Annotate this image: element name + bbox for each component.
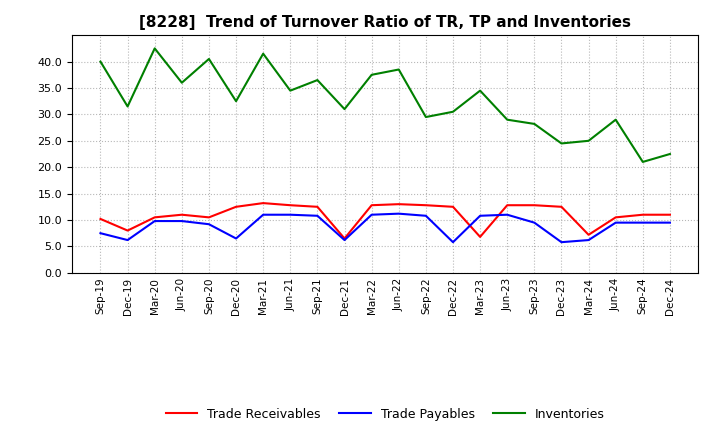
Trade Receivables [449,204,457,209]
Inventories [367,72,376,77]
Inventories [421,114,430,120]
Trade Receivables [204,215,213,220]
Inventories [96,59,105,64]
Trade Receivables [96,216,105,222]
Trade Receivables [367,202,376,208]
Inventories [449,109,457,114]
Title: [8228]  Trend of Turnover Ratio of TR, TP and Inventories: [8228] Trend of Turnover Ratio of TR, TP… [139,15,631,30]
Line: Trade Receivables: Trade Receivables [101,203,670,238]
Inventories [313,77,322,83]
Inventories [584,138,593,143]
Trade Payables [259,212,268,217]
Trade Payables [476,213,485,218]
Legend: Trade Receivables, Trade Payables, Inventories: Trade Receivables, Trade Payables, Inven… [161,403,610,425]
Inventories [259,51,268,56]
Inventories [150,46,159,51]
Trade Payables [557,239,566,245]
Trade Payables [367,212,376,217]
Trade Receivables [503,202,511,208]
Inventories [341,106,349,112]
Trade Payables [421,213,430,218]
Trade Receivables [313,204,322,209]
Trade Receivables [665,212,674,217]
Trade Receivables [530,202,539,208]
Trade Receivables [421,202,430,208]
Trade Payables [584,238,593,243]
Trade Receivables [395,202,403,207]
Trade Payables [178,218,186,224]
Trade Receivables [259,201,268,206]
Inventories [665,151,674,157]
Trade Payables [395,211,403,216]
Inventories [123,104,132,109]
Trade Payables [232,236,240,241]
Line: Trade Payables: Trade Payables [101,214,670,242]
Trade Receivables [341,236,349,241]
Trade Receivables [286,202,294,208]
Trade Payables [611,220,620,225]
Trade Receivables [123,228,132,233]
Trade Receivables [639,212,647,217]
Trade Receivables [611,215,620,220]
Trade Payables [123,238,132,243]
Inventories [611,117,620,122]
Trade Payables [204,222,213,227]
Trade Payables [639,220,647,225]
Trade Payables [313,213,322,218]
Line: Inventories: Inventories [101,48,670,162]
Trade Receivables [557,204,566,209]
Trade Receivables [232,204,240,209]
Trade Payables [341,238,349,243]
Inventories [530,121,539,127]
Inventories [503,117,511,122]
Inventories [639,159,647,165]
Trade Payables [665,220,674,225]
Trade Payables [503,212,511,217]
Inventories [178,80,186,85]
Trade Receivables [584,232,593,238]
Trade Receivables [476,234,485,239]
Trade Payables [150,218,159,224]
Trade Receivables [150,215,159,220]
Trade Payables [449,239,457,245]
Inventories [395,67,403,72]
Trade Payables [96,231,105,236]
Inventories [204,56,213,62]
Trade Receivables [178,212,186,217]
Inventories [232,99,240,104]
Inventories [286,88,294,93]
Trade Payables [286,212,294,217]
Trade Payables [530,220,539,225]
Inventories [557,141,566,146]
Inventories [476,88,485,93]
